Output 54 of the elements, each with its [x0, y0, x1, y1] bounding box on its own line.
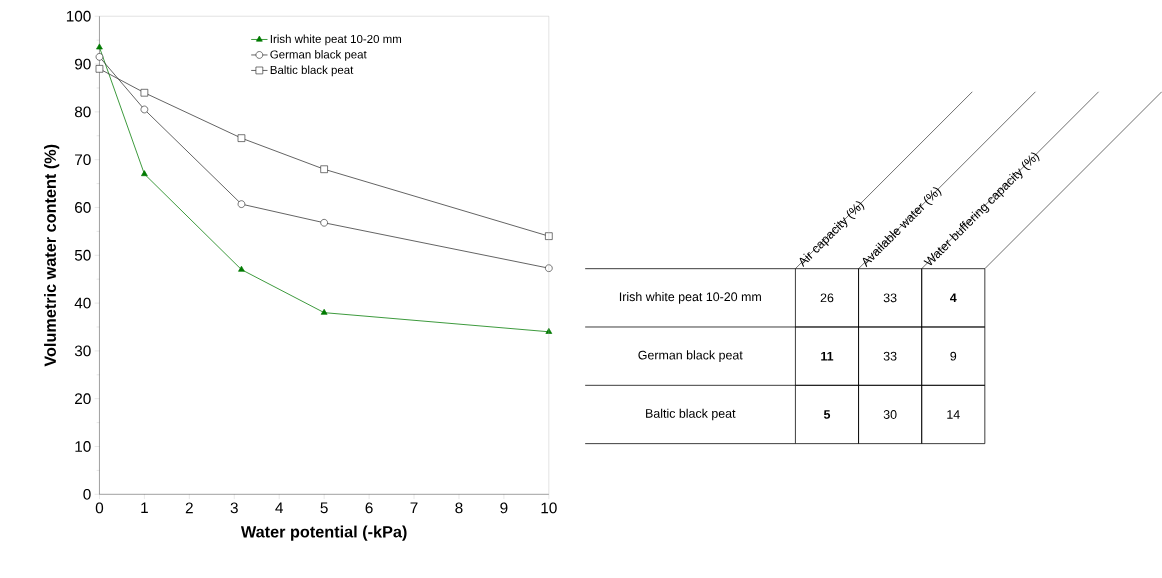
text: 33 [883, 351, 897, 361]
legend-label: Irish white peat 10-20 mm [270, 34, 402, 46]
point [141, 170, 148, 176]
legend-label: Baltic black peat [270, 65, 354, 77]
text: 26 [820, 293, 834, 303]
y-tick-label: 40 [74, 297, 91, 309]
category-label: German black peat [638, 350, 743, 362]
y-tick-label: 50 [74, 249, 91, 261]
point [238, 265, 245, 272]
x-tick-label: 3 [230, 502, 238, 514]
point [140, 105, 149, 114]
point [320, 165, 328, 173]
x-tick-label: 7 [410, 502, 418, 513]
y-tick-label: 70 [75, 154, 91, 165]
point [237, 200, 246, 208]
point [237, 134, 246, 142]
y-tick-label: 30 [74, 345, 91, 357]
point [545, 232, 553, 240]
text: 4 [950, 293, 957, 302]
text: 33 [883, 293, 897, 303]
point [320, 218, 328, 227]
x-tick-label: 2 [185, 502, 193, 513]
text: 30 [883, 409, 897, 419]
x-tick-label: 0 [95, 502, 104, 514]
x-tick-label: 9 [500, 502, 508, 514]
x-tick-label: 10 [541, 502, 557, 514]
point [545, 264, 553, 272]
y-tick-label: 20 [75, 393, 91, 404]
text: 14 [947, 409, 960, 419]
x-tick-label: 1 [141, 502, 148, 513]
y-tick-label: 80 [74, 106, 91, 118]
point [320, 308, 328, 315]
text: 9 [950, 351, 957, 361]
point [95, 64, 104, 73]
x-axis-title: Water potential (-kPa) [240, 525, 407, 541]
x-tick-label: 8 [455, 502, 463, 514]
y-tick-label: 0 [83, 488, 91, 500]
point [96, 43, 103, 50]
category-label: Irish white peat 10-20 mm [619, 291, 761, 304]
text: 11 [821, 351, 834, 361]
y-tick-label: 100 [66, 10, 91, 22]
point [95, 52, 104, 61]
y-tick-label: 60 [75, 201, 91, 213]
x-tick-label: 6 [365, 502, 373, 514]
x-tick-label: 5 [320, 502, 328, 513]
y-tick-label: 90 [75, 58, 91, 70]
text: 5 [823, 409, 831, 419]
legend-label: German black peat [270, 49, 367, 61]
category-label: Baltic black peat [646, 408, 736, 421]
x-tick-label: 4 [275, 502, 283, 513]
point [140, 88, 149, 97]
y-tick-label: 10 [75, 440, 91, 452]
y-axis-title: Volumetric water content (%) [44, 144, 60, 367]
point [545, 327, 553, 334]
